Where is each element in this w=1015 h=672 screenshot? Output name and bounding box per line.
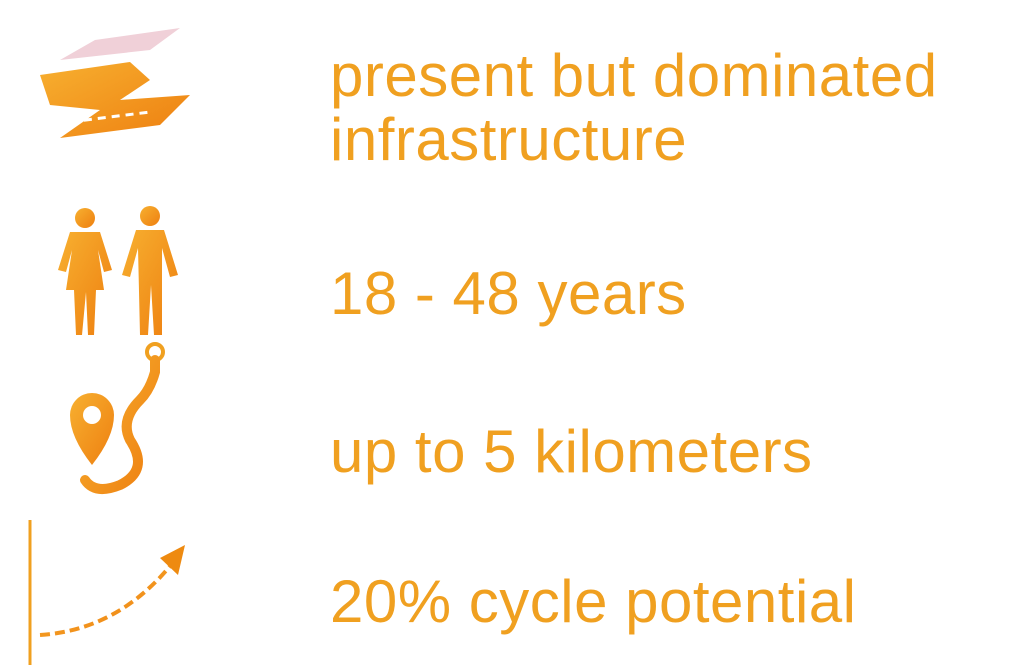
label-line: infrastructure [330,106,688,173]
label-line: 18 - 48 years [330,260,687,327]
label: up to 5 kilometers [330,420,813,484]
label-line: present but dominated [330,42,938,109]
label: 20% cycle potential [330,570,856,634]
people-icon [58,206,178,335]
label: present but dominated infrastructure [330,44,938,172]
label: 18 - 48 years [330,262,687,326]
icons [28,28,190,665]
label-line: 20% cycle potential [330,568,857,635]
label-line: up to 5 kilometers [330,418,813,485]
route-icon [70,342,165,494]
growth-icon [28,520,185,665]
road-icon [40,28,190,138]
